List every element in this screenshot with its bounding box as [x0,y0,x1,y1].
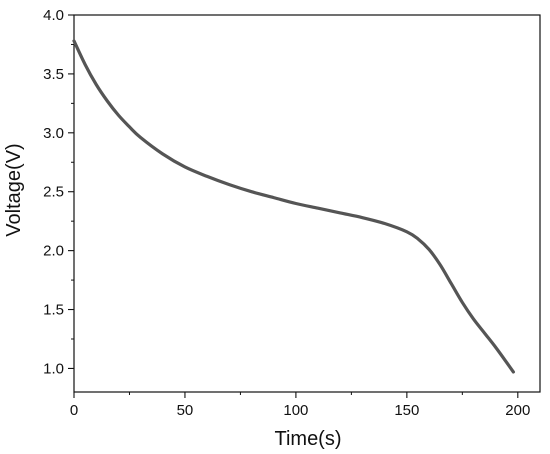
x-tick-label: 0 [70,402,78,419]
x-tick-label: 150 [394,402,419,419]
x-axis-title: Time(s) [274,428,341,450]
y-tick-label: 1.0 [43,360,64,377]
y-tick-label: 3.0 [43,125,64,142]
plot-frame-group [73,14,541,393]
series-line-0 [72,39,515,374]
y-axis-ticks: 1.0 1.5 2.0 2.5 3.0 3.5 4.0 [43,7,74,377]
x-axis-ticks: 0 50 100 150 200 [70,392,530,419]
y-tick-label: 3.5 [43,66,64,83]
y-tick-label: 2.5 [43,184,64,201]
y-tick-label: 2.0 [43,243,64,260]
y-tick-label: 4.0 [43,7,64,24]
series-group [72,39,515,374]
x-tick-label: 50 [177,402,194,419]
plot-frame [73,14,541,393]
y-tick-label: 1.5 [43,302,64,319]
y-axis-title: Voltage(V) [3,143,25,236]
x-tick-label: 200 [505,402,530,419]
x-tick-label: 100 [283,402,308,419]
